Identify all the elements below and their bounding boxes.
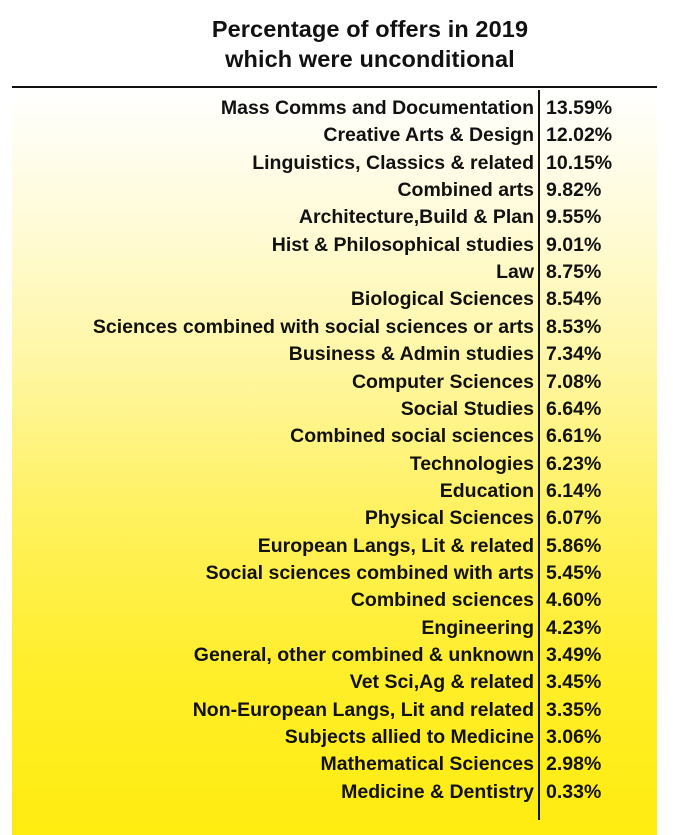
value-label: 7.34%	[546, 343, 602, 366]
table-row: Education 6.14%	[0, 478, 673, 505]
chart-title-line-1: Percentage of offers in 2019	[211, 16, 529, 42]
category-label: Vet Sci,Ag & related	[349, 671, 534, 694]
category-label: Combined sciences	[350, 589, 534, 612]
table-row: Vet Sci,Ag & related 3.45%	[0, 669, 673, 696]
value-label: 3.45%	[546, 671, 602, 694]
table-row: Mathematical Sciences 2.98%	[0, 751, 673, 778]
value-label: 7.08%	[546, 370, 602, 393]
category-label: Engineering	[421, 616, 534, 639]
table-row: General, other combined & unknown 3.49%	[0, 642, 673, 669]
value-label: 0.33%	[546, 780, 602, 803]
category-label: Business & Admin studies	[288, 343, 534, 366]
value-label: 9.55%	[546, 206, 602, 229]
category-label: General, other combined & unknown	[193, 644, 534, 666]
category-label: Combined arts	[397, 179, 534, 202]
table-row: Subjects allied to Medicine 3.06%	[0, 724, 673, 751]
category-label: Social sciences combined with arts	[205, 561, 534, 584]
table-row: Social sciences combined with arts 5.45%	[0, 560, 673, 587]
table-row: Architecture,Build & Plan 9.55%	[0, 204, 673, 231]
category-label: Architecture,Build & Plan	[298, 206, 534, 229]
chart-title-line-2: which were unconditional	[225, 46, 515, 72]
value-label: 6.64%	[546, 397, 602, 420]
value-label: 10.15%	[546, 151, 613, 174]
table-row: Biological Sciences 8.54%	[0, 286, 673, 313]
table-row: Business & Admin studies 7.34%	[0, 341, 673, 368]
value-label: 6.07%	[546, 507, 602, 530]
category-label: Social Studies	[400, 397, 534, 420]
table-row: Law 8.75%	[0, 259, 673, 286]
category-label: Law	[496, 261, 534, 284]
value-label: 9.82%	[546, 179, 602, 202]
value-label: 6.61%	[546, 425, 602, 448]
category-label: Sciences combined with social sciences o…	[92, 315, 534, 338]
category-label: Linguistics, Classics & related	[252, 151, 534, 174]
category-label: Education	[439, 479, 534, 502]
table-row: Hist & Philosophical studies 9.01%	[0, 232, 673, 259]
header-rule	[12, 86, 657, 88]
value-label: 3.06%	[546, 726, 602, 749]
value-label: 4.23%	[546, 616, 602, 639]
category-label: Physical Sciences	[364, 507, 534, 530]
value-label: 9.01%	[546, 233, 602, 256]
category-label: Creative Arts & Design	[323, 124, 534, 147]
category-label: Combined social sciences	[290, 425, 534, 448]
table-row: Physical Sciences 6.07%	[0, 505, 673, 532]
value-label: 4.60%	[546, 589, 602, 612]
value-label: 5.86%	[546, 534, 602, 557]
table-row: Non-European Langs, Lit and related 3.35%	[0, 697, 673, 724]
table-row: Creative Arts & Design 12.02%	[0, 122, 673, 149]
table-row: Sciences combined with social sciences o…	[0, 314, 673, 341]
value-label: 6.14%	[546, 479, 602, 502]
value-label: 8.75%	[546, 261, 602, 284]
category-label: Non-European Langs, Lit and related	[192, 698, 534, 721]
table-row: Combined arts 9.82%	[0, 177, 673, 204]
chart-title: Percentage of offers in 2019 which were …	[130, 14, 610, 74]
table-row: Engineering 4.23%	[0, 615, 673, 642]
table-row: Linguistics, Classics & related 10.15%	[0, 150, 673, 177]
category-label: Biological Sciences	[350, 288, 534, 311]
table-row: Combined sciences 4.60%	[0, 587, 673, 614]
table-row: Social Studies 6.64%	[0, 396, 673, 423]
category-label: Subjects allied to Medicine	[284, 726, 534, 749]
value-label: 8.54%	[546, 288, 602, 311]
value-label: 3.49%	[546, 644, 602, 666]
table-row: European Langs, Lit & related 5.86%	[0, 533, 673, 560]
table-row: Computer Sciences 7.08%	[0, 369, 673, 396]
gradient-background-panel	[12, 88, 657, 835]
category-label: Mathematical Sciences	[320, 753, 534, 776]
unconditional-offers-table: Mass Comms and Documentation 13.59% Creati…	[0, 95, 673, 815]
table-row: Medicine & Dentistry 0.33%	[0, 779, 673, 806]
category-label: European Langs, Lit & related	[257, 534, 534, 557]
value-label: 3.35%	[546, 698, 602, 721]
table-row: Technologies 6.23%	[0, 451, 673, 478]
table-row: Mass Comms and Documentation 13.59%	[0, 95, 673, 122]
column-divider	[538, 90, 540, 820]
table-row: Combined social sciences 6.61%	[0, 423, 673, 450]
value-label: 13.59%	[546, 97, 613, 119]
value-label: 12.02%	[546, 124, 613, 147]
category-label: Medicine & Dentistry	[341, 780, 534, 803]
value-label: 8.53%	[546, 315, 602, 338]
category-label: Hist & Philosophical studies	[271, 233, 534, 256]
category-label: Technologies	[409, 452, 534, 475]
category-label: Mass Comms and Documentation	[220, 97, 534, 119]
value-label: 5.45%	[546, 561, 602, 584]
value-label: 2.98%	[546, 753, 602, 776]
value-label: 6.23%	[546, 452, 602, 475]
category-label: Computer Sciences	[351, 370, 534, 393]
